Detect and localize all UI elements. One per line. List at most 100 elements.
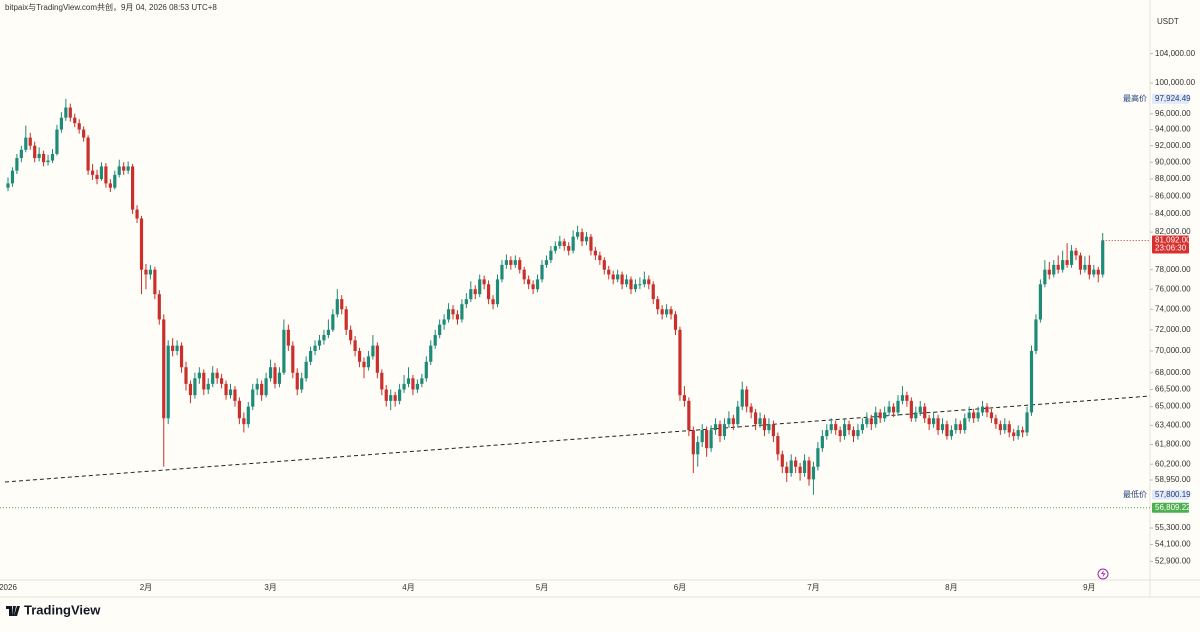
candle-body xyxy=(335,299,339,315)
candle-body xyxy=(1025,412,1029,433)
candle-body xyxy=(994,418,998,425)
candle-body xyxy=(309,350,313,362)
candle-body xyxy=(856,430,860,437)
candle-body xyxy=(322,335,326,341)
candle-body xyxy=(967,412,971,419)
candle-body xyxy=(816,448,820,467)
candle-body xyxy=(157,294,161,320)
y-tick-label: 90,000.00 xyxy=(1155,157,1191,166)
alert-bolt xyxy=(1101,570,1106,578)
candle-body xyxy=(865,418,869,425)
candle-body xyxy=(317,340,322,346)
candle-body xyxy=(535,279,540,290)
candle-body xyxy=(678,329,682,396)
candle-body xyxy=(754,412,758,425)
candle-body xyxy=(375,345,379,373)
x-tick-label: 5月 xyxy=(536,583,548,592)
candle-body xyxy=(491,299,495,305)
candle-body xyxy=(273,367,277,384)
candle-body xyxy=(19,149,23,159)
candle-body xyxy=(593,250,597,256)
x-tick-label: 6月 xyxy=(674,583,686,592)
candle-body xyxy=(620,274,624,285)
candle-body xyxy=(295,372,299,390)
y-tick-label: 55,300.00 xyxy=(1155,523,1191,532)
candle-body xyxy=(776,436,780,455)
candle-body xyxy=(909,400,913,419)
logo-icon xyxy=(6,606,20,616)
candle-body xyxy=(927,418,931,425)
candle-body xyxy=(420,378,424,384)
candle-body xyxy=(15,158,19,171)
candle-body xyxy=(171,345,175,351)
candle-body xyxy=(122,166,126,171)
candle-body xyxy=(37,153,41,159)
y-tick-label: 86,000.00 xyxy=(1155,191,1191,200)
candle-body xyxy=(179,345,184,368)
candle-body xyxy=(602,260,606,270)
high-value-label: 97,924.49 xyxy=(1155,94,1191,103)
candle-body xyxy=(246,406,250,425)
candle-body xyxy=(237,400,241,419)
countdown-label: 23:06:30 xyxy=(1155,244,1187,253)
candle-body xyxy=(860,424,864,431)
candle-body xyxy=(1065,260,1069,265)
candle-body xyxy=(398,389,402,401)
candle-body xyxy=(393,395,397,401)
candle-body xyxy=(264,378,268,396)
candle-body xyxy=(669,309,673,315)
candle-body xyxy=(838,430,842,437)
candle-body xyxy=(469,289,473,300)
candle-body xyxy=(357,350,362,362)
candle-body xyxy=(460,304,464,320)
y-tick-label: 104,000.00 xyxy=(1155,49,1196,58)
y-tick-label: 100,000.00 xyxy=(1155,78,1196,87)
candle-body xyxy=(527,279,531,285)
candle-body xyxy=(696,442,700,455)
candle-body xyxy=(918,406,922,413)
y-tick-label: 76,000.00 xyxy=(1155,284,1191,293)
candle-body xyxy=(807,460,811,480)
candle-body xyxy=(362,361,366,368)
low-value-label: 57,800.19 xyxy=(1155,490,1191,499)
logo: TradingView xyxy=(6,602,101,617)
candle-body xyxy=(883,412,887,419)
candle-body xyxy=(411,378,415,390)
candle-body xyxy=(1096,269,1100,275)
candle-body xyxy=(785,466,789,474)
candle-body xyxy=(162,319,166,419)
candle-body xyxy=(473,289,477,295)
candle-body xyxy=(722,424,727,437)
candle-body xyxy=(896,400,900,413)
candle-body xyxy=(166,345,170,419)
candle-body xyxy=(478,279,482,295)
candle-body xyxy=(148,269,152,275)
candle-body xyxy=(1038,284,1042,320)
candle-body xyxy=(736,406,740,425)
candle-body xyxy=(673,314,678,330)
candle-body xyxy=(705,430,709,449)
candle-body xyxy=(131,166,135,210)
candle-body xyxy=(300,378,304,390)
candle-body xyxy=(660,309,664,315)
candle-body xyxy=(1012,432,1016,437)
candle-body xyxy=(571,236,575,251)
candle-body xyxy=(1061,260,1065,270)
candle-body xyxy=(326,329,330,336)
candle-body xyxy=(562,241,566,246)
candle-body xyxy=(446,309,451,320)
candle-body xyxy=(584,236,589,242)
candle-body xyxy=(331,314,335,330)
y-tick-label: 60,200.00 xyxy=(1155,459,1191,468)
candle-body xyxy=(642,279,646,285)
candle-body xyxy=(522,269,526,280)
candle-body xyxy=(651,284,655,300)
candle-body xyxy=(59,117,63,130)
candle-body xyxy=(834,424,838,431)
high-box xyxy=(1152,93,1189,104)
candle-body xyxy=(95,174,99,180)
y-tick-label: 70,000.00 xyxy=(1155,346,1191,355)
candle-body xyxy=(958,424,962,431)
candle-body xyxy=(1101,240,1105,275)
